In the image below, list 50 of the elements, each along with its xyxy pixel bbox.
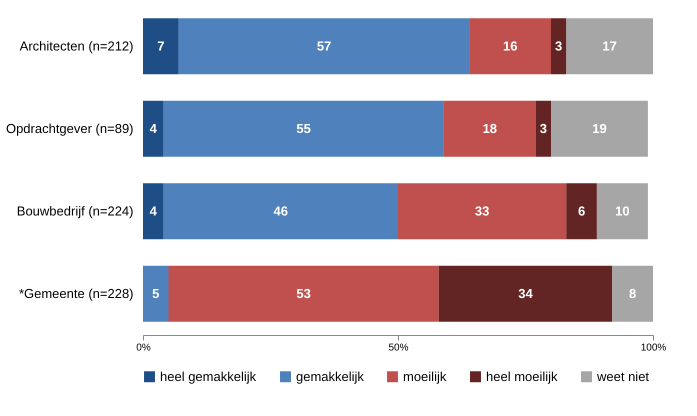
- bar: [168, 266, 439, 322]
- legend-label: weet niet: [596, 368, 650, 384]
- data-label: 53: [296, 286, 311, 301]
- data-label: 34: [518, 286, 534, 301]
- legend-label: heel gemakkelijk: [160, 368, 257, 384]
- data-label: 33: [474, 203, 490, 218]
- data-label: 4: [150, 203, 158, 218]
- bar: [444, 100, 536, 157]
- data-label: 16: [502, 38, 518, 54]
- data-label: 55: [296, 120, 311, 136]
- data-label: 7: [157, 38, 164, 54]
- bar: [612, 266, 653, 322]
- bar: [178, 18, 470, 74]
- data-label: 46: [273, 203, 288, 218]
- x-tick-label: 50%: [388, 342, 409, 354]
- bar: [566, 183, 597, 240]
- bar: [438, 266, 612, 322]
- bar: [143, 183, 164, 240]
- y-tick-label: Architecten (n=212): [20, 38, 134, 54]
- bar: [143, 100, 164, 157]
- data-label: 6: [578, 203, 586, 218]
- legend-label: gemakkelijk: [296, 368, 364, 384]
- legend-label: moeilijk: [403, 368, 447, 384]
- bar: [163, 183, 398, 240]
- data-label: 8: [628, 286, 636, 301]
- bar: [596, 183, 648, 240]
- bar: [469, 18, 551, 74]
- data-label: 19: [592, 120, 607, 136]
- bar: [551, 18, 566, 74]
- bar: [566, 18, 653, 74]
- y-tick-label: Opdrachtgever (n=89): [6, 120, 134, 136]
- y-tick-label: Bouwbedrijf (n=224): [16, 203, 134, 218]
- bar: [143, 18, 179, 74]
- legend-label: heel moeilijk: [486, 368, 558, 384]
- data-label: 5: [152, 286, 160, 301]
- bar: [163, 100, 444, 157]
- x-tick-label: 100%: [640, 342, 666, 354]
- data-label: 18: [482, 120, 498, 136]
- data-label: 4: [150, 120, 158, 136]
- y-tick-label: *Gemeente (n=228): [18, 286, 134, 301]
- data-label: 17: [602, 38, 617, 54]
- data-label: 57: [316, 38, 332, 54]
- bar: [551, 100, 648, 157]
- data-label: 3: [540, 120, 547, 136]
- x-tick-label: 0%: [136, 342, 151, 354]
- data-label: 10: [615, 203, 630, 218]
- bar: [398, 183, 566, 240]
- data-label: 3: [555, 38, 562, 54]
- bar: [536, 100, 551, 157]
- bar: [143, 266, 168, 322]
